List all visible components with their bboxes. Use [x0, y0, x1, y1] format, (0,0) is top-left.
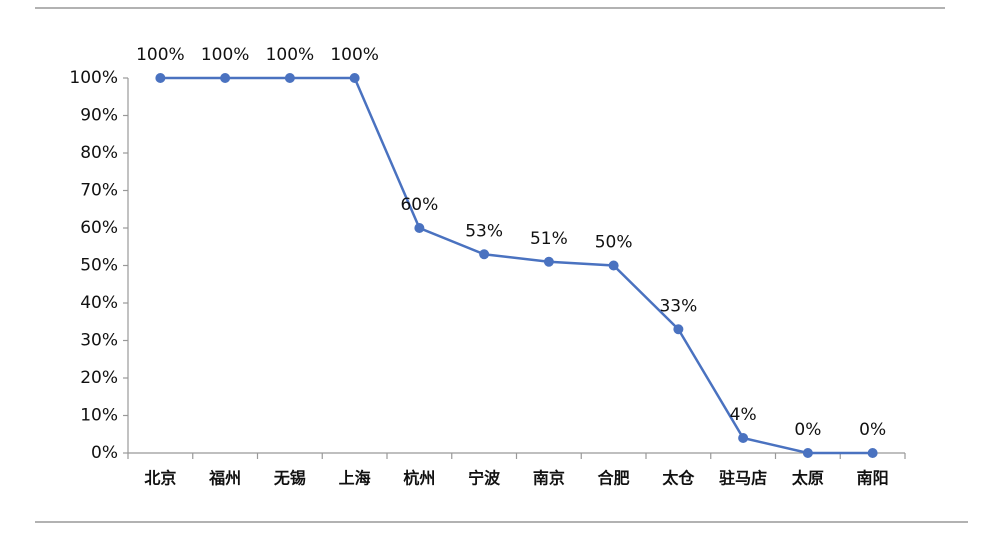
data-point: [867, 448, 878, 458]
data-label: 50%: [595, 233, 633, 253]
x-tick-label: 太原: [791, 469, 824, 488]
data-point: [673, 324, 684, 335]
x-tick-label: 合肥: [598, 469, 630, 488]
data-point: [479, 249, 490, 260]
x-tick-label: 南阳: [857, 469, 889, 488]
data-point: [349, 73, 360, 83]
data-label: 100%: [330, 45, 379, 65]
y-tick-label: 40%: [80, 293, 118, 313]
data-point: [802, 448, 813, 458]
y-tick-label: 0%: [91, 443, 118, 463]
x-tick-label: 宁波: [468, 469, 501, 488]
data-label: 0%: [794, 420, 821, 440]
data-point: [284, 73, 295, 83]
series-line: [160, 76, 873, 455]
data-point: [543, 256, 554, 267]
data-label: 51%: [530, 229, 568, 249]
data-label: 60%: [400, 195, 438, 215]
x-tick-label: 无锡: [273, 469, 306, 488]
data-point: [608, 260, 619, 271]
data-point: [414, 223, 425, 233]
x-tick-label: 北京: [144, 469, 176, 488]
data-label: 53%: [465, 221, 503, 241]
x-tick-label: 上海: [339, 469, 371, 488]
y-tick-label: 30%: [80, 331, 118, 351]
data-label: 100%: [136, 45, 185, 65]
y-tick-label: 50%: [80, 256, 118, 276]
y-tick-label: 80%: [80, 143, 118, 163]
x-tick-label: 南京: [533, 469, 565, 488]
y-tick-label: 60%: [80, 218, 118, 238]
data-label: 100%: [201, 45, 250, 65]
y-tick-label: 100%: [69, 68, 118, 88]
data-label: 100%: [266, 45, 315, 65]
data-point: [220, 73, 231, 83]
data-label: 0%: [859, 420, 886, 440]
x-tick-label: 福州: [208, 469, 241, 488]
y-tick-label: 70%: [80, 181, 118, 201]
y-tick-label: 10%: [80, 406, 118, 426]
x-tick-label: 杭州: [403, 469, 435, 488]
data-label: 4%: [730, 405, 757, 425]
y-tick-label: 90%: [80, 106, 118, 126]
data-point: [155, 73, 166, 83]
data-label: 33%: [659, 296, 697, 316]
x-tick-label: 太仓: [661, 469, 695, 488]
y-tick-label: 20%: [80, 368, 118, 388]
data-point: [738, 433, 749, 443]
x-tick-label: 驻马店: [719, 469, 767, 488]
